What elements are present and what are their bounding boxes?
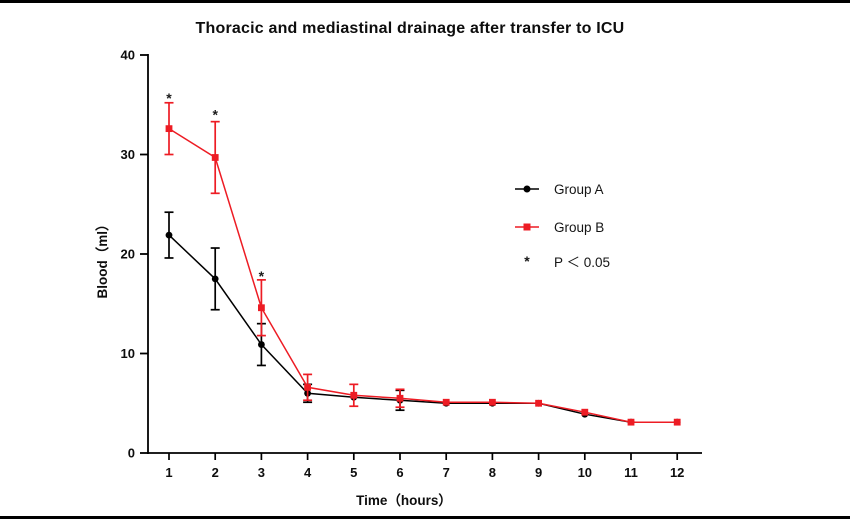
- data-point-group-b: [304, 383, 311, 391]
- frame-border-bottom: [0, 516, 850, 519]
- legend-item-group-a: Group A: [514, 181, 610, 197]
- data-point-group-b: [350, 391, 358, 399]
- data-point-group-b: [165, 125, 173, 133]
- series-line-group-b: [168, 127, 678, 423]
- legend: Group A Group B * P ＜ 0.05: [514, 181, 610, 291]
- frame-border-top: [0, 0, 850, 3]
- x-tick-label: 8: [489, 465, 496, 480]
- series-group-b: [164, 101, 681, 426]
- y-tick-label: 20: [121, 247, 135, 262]
- data-point-group-b: [211, 154, 219, 161]
- y-tick-label: 0: [128, 446, 135, 461]
- x-tick-label: 12: [670, 465, 684, 480]
- group-a-line-circle-marker-icon: [515, 185, 539, 193]
- data-point-group-b: [489, 398, 496, 406]
- legend-label-group-a: Group A: [554, 181, 604, 197]
- x-tick-label: 7: [443, 465, 450, 480]
- legend-note: * P ＜ 0.05: [514, 253, 611, 270]
- x-tick-label: 1: [165, 465, 172, 480]
- data-point-group-b: [673, 418, 681, 426]
- x-tick-label: 4: [304, 465, 312, 480]
- x-tick-label: 10: [578, 465, 592, 480]
- y-tick-label: 40: [121, 48, 135, 63]
- data-point-group-b: [627, 418, 635, 426]
- x-tick-label: 5: [350, 465, 357, 480]
- y-tick-label: 10: [121, 346, 135, 361]
- significance-note-text: P ＜ 0.05: [554, 255, 611, 270]
- data-point-group-a: [165, 231, 173, 239]
- data-point-group-b: [442, 398, 450, 406]
- x-tick-label: 2: [212, 465, 219, 480]
- x-tick-label: 11: [624, 465, 638, 480]
- legend-label-group-b: Group B: [554, 219, 605, 235]
- significance-asterisk: *: [166, 90, 172, 106]
- x-tick-label: 3: [258, 465, 265, 480]
- data-point-group-b: [258, 304, 265, 312]
- x-axis-label: Time（hours）: [356, 493, 452, 508]
- data-point-group-a: [211, 275, 219, 283]
- data-point-group-b: [396, 394, 404, 402]
- legend-item-group-b: Group B: [514, 219, 610, 235]
- series-line-group-a: [168, 234, 678, 423]
- significance-asterisk-symbol: *: [524, 253, 530, 269]
- group-b-line-square-marker-icon: [515, 223, 539, 231]
- data-point-group-b: [581, 408, 589, 416]
- y-tick-label: 30: [121, 147, 135, 162]
- x-tick-label: 6: [396, 465, 403, 480]
- data-point-group-b: [535, 399, 542, 407]
- x-tick-label: 9: [535, 465, 542, 480]
- chart-title: Thoracic and mediastinal drainage after …: [195, 20, 625, 37]
- data-point-group-a: [258, 341, 265, 348]
- series-group-a: [164, 211, 681, 426]
- significance-asterisk: *: [212, 107, 218, 123]
- significance-asterisk: *: [259, 268, 265, 284]
